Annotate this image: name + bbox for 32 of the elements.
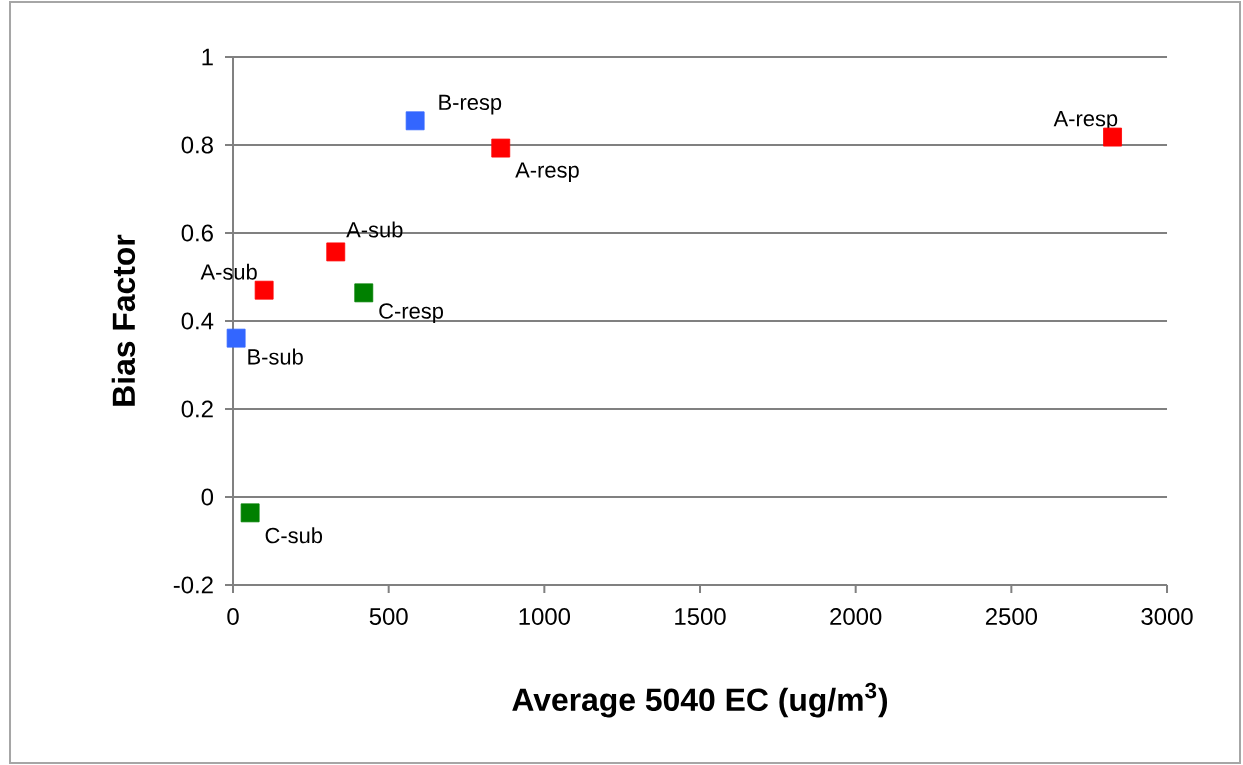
y-axis-title: Bias Factor [111,234,136,406]
annotation: C-resp [379,303,443,324]
x-tick-label: 1000 [519,608,571,625]
annotation: C-sub [265,527,323,544]
annotation: A-resp [1053,111,1118,131]
point [226,328,246,348]
annotation: A-sub [346,221,403,238]
y-tick-label: 0.4 [181,312,214,330]
point [491,138,511,158]
x-axis-title: Average 5040 EC (ug/m$^{3}$) [512,682,888,718]
x-tick-label: 3000 [1141,608,1193,625]
y-tick-label: 0.2 [181,400,213,418]
y-tick-label: 0.6 [181,224,213,242]
annotation: A-sub [200,263,257,280]
x-tick-label: 2000 [830,608,882,625]
annotation: B-sub [248,348,303,365]
x-tick-label: 500 [369,608,408,625]
point [254,280,274,300]
x-tick-label: 1500 [675,608,726,625]
point [405,111,425,131]
y-tick-label: 0.8 [181,136,213,154]
x-tick-label: 2500 [985,608,1038,625]
y-tick-label: 0 [201,488,214,506]
point [1103,127,1122,147]
point [326,242,346,262]
x-tick-label: 0 [227,608,239,625]
y-tick-label: 1 [202,48,213,66]
annotation: A-resp [515,162,579,183]
y-tick-label: -0.2 [173,576,213,594]
point [354,283,374,303]
point [240,503,260,523]
annotation: B-resp [439,94,502,115]
